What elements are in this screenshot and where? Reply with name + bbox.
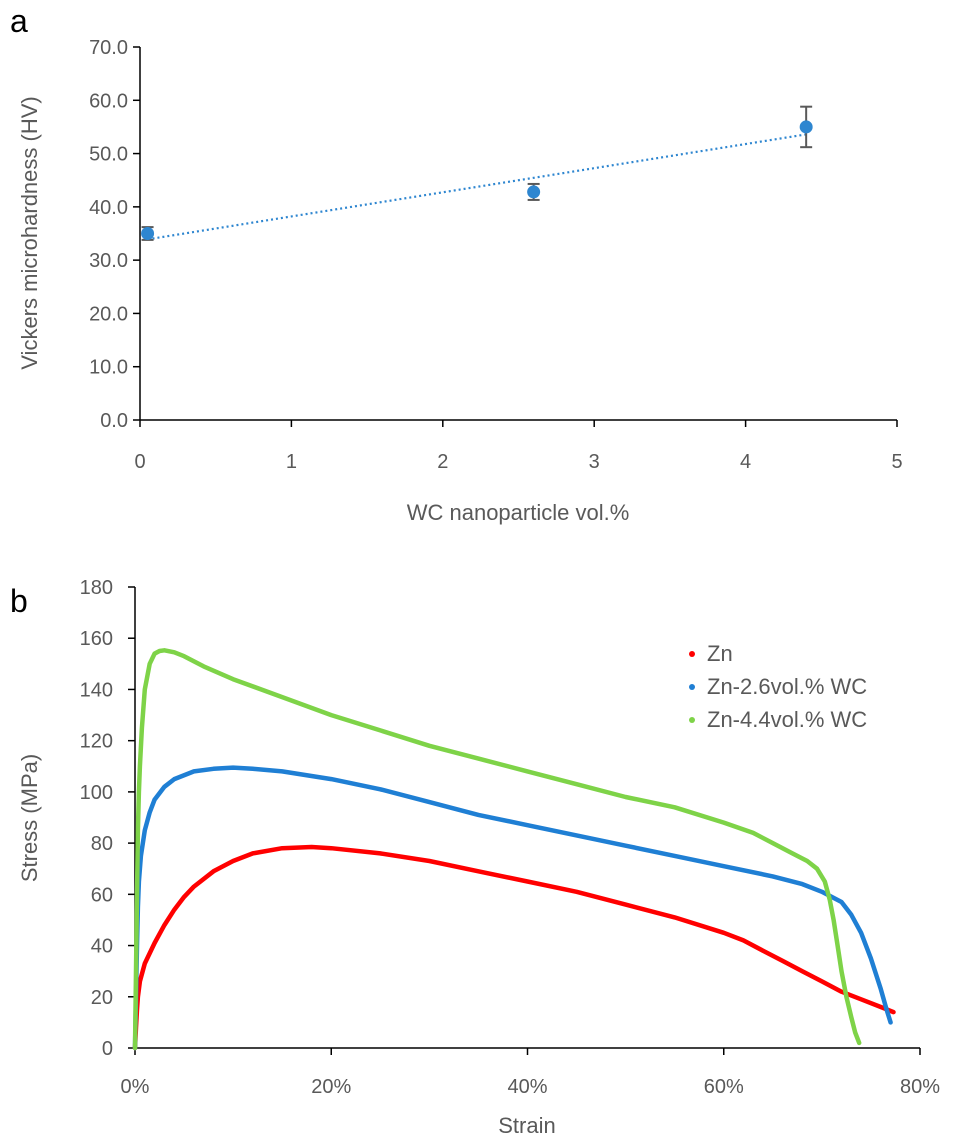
panel-a-x-tick-label: 0: [134, 451, 145, 473]
panel-a-error-bars: [141, 105, 813, 241]
panel-a-y-tick-label: 60.0: [89, 90, 128, 112]
panel-a: a 0.010.020.030.040.050.060.070.00 1 2 3 4 5 …: [10, 3, 903, 525]
panel-b-series-line-2: [132, 765, 893, 1051]
panel-a-points: [141, 120, 813, 240]
legend-label-2: Zn-2.6vol.% WC: [707, 674, 867, 699]
panel-b-y-tick-label: 100: [80, 782, 113, 804]
panel-a-data-point: [527, 185, 541, 199]
panel-b-y-tick-label: 0: [102, 1038, 113, 1060]
panel-b-axes: [128, 586, 921, 1055]
panel-a-y-tick-label: 10.0: [89, 357, 128, 379]
panel-b-x-axis-title: Strain: [498, 1113, 555, 1138]
legend-marker-2: [689, 684, 695, 690]
panel-b-series-line-1: [132, 844, 896, 1051]
panel-a-y-tick-label: 50.0: [89, 144, 128, 166]
panel-b-x-tick-label: 80%: [900, 1076, 940, 1098]
panel-b-series: [132, 648, 896, 1051]
panel-a-x-tick-label: 2: [437, 451, 448, 473]
panel-a-trendline-path: [147, 133, 807, 241]
panel-a-y-tick-label: 0.0: [100, 410, 128, 432]
panel-a-label: a: [10, 3, 28, 39]
panel-b-x-tick-label: 60%: [704, 1076, 744, 1098]
panel-a-x-axis-title: WC nanoparticle vol.%: [407, 500, 630, 525]
panel-b: b 0 20 40 60 80 100 120 140 160 180 0% 20% 40% 60% 80%…: [10, 577, 940, 1138]
legend-marker-1: [689, 651, 695, 657]
panel-a-y-axis-title: Vickers microhardness (HV): [17, 96, 42, 369]
panel-b-tick-labels: 0 20 40 60 80 100 120 140 160 180 0% 20% 40% 60% 80%: [80, 577, 941, 1098]
panel-b-y-axis-title: Stress (MPa): [17, 754, 42, 882]
panel-a-x-tick-label: 3: [589, 451, 600, 473]
panel-b-y-tick-label: 120: [80, 731, 113, 753]
panel-a-x-tick-label: 4: [740, 451, 751, 473]
panel-a-x-tick-label: 1: [286, 451, 297, 473]
panel-b-y-tick-label: 80: [91, 833, 113, 855]
panel-a-x-tick-label: 5: [891, 451, 902, 473]
legend-marker-3: [689, 717, 695, 723]
panel-a-tick-labels: 0.0 10.0 20.0 30.0 40.0 50.0 60.0 70.0 0 1 2 3 4 5: [89, 37, 903, 473]
legend-label-3: Zn-4.4vol.% WC: [707, 707, 867, 732]
panel-b-y-tick-label: 140: [80, 679, 113, 701]
panel-b-legend: Zn Zn-2.6vol.% WC Zn-4.4vol.% WC: [689, 641, 867, 732]
panel-b-y-tick-label: 60: [91, 884, 113, 906]
panel-a-data-point: [799, 120, 813, 134]
panel-a-y-tick-label: 30.0: [89, 250, 128, 272]
panel-b-series-line-3: [132, 648, 862, 1051]
panel-b-x-tick-label: 20%: [311, 1076, 351, 1098]
legend-label-1: Zn: [707, 641, 733, 666]
panel-b-x-tick-label: 0%: [121, 1076, 150, 1098]
panel-b-y-tick-label: 180: [80, 577, 113, 599]
panel-a-y-tick-label: 40.0: [89, 197, 128, 219]
panel-a-y-tick-label: 20.0: [89, 303, 128, 325]
panel-b-y-tick-label: 20: [91, 987, 113, 1009]
panel-b-y-tick-label: 160: [80, 628, 113, 650]
panel-b-y-tick-label: 40: [91, 936, 113, 958]
panel-b-label: b: [10, 583, 28, 619]
panel-a-axes: [133, 46, 898, 427]
panel-a-trendline: [147, 133, 807, 241]
panel-b-x-tick-label: 40%: [507, 1076, 547, 1098]
panel-a-y-tick-label: 70.0: [89, 37, 128, 59]
panel-a-data-point: [141, 227, 155, 240]
